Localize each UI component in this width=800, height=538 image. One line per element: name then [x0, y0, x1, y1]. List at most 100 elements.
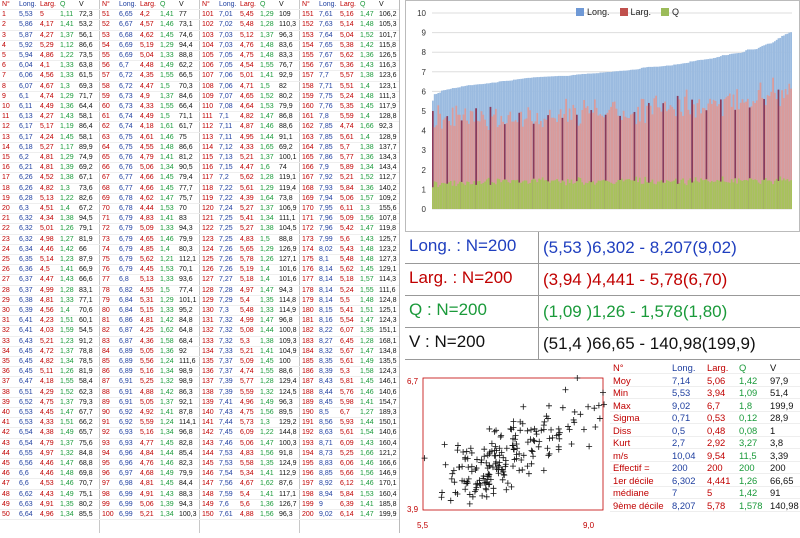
sheet-cell: 1,34: [160, 429, 174, 437]
bar-larg: [585, 107, 587, 209]
bar-larg: [448, 120, 450, 209]
sheet-row: 180 8,15 5,41 1,51 125,1: [300, 306, 399, 317]
summary-row: Kurt 2,7 2,92 3,27 3,8: [610, 437, 800, 449]
sheet-cell: 5,62: [140, 256, 154, 263]
sheet-cell: 7,05: [219, 52, 233, 59]
sheet-row: 173 7,99 5,6 1,43 125,7: [300, 235, 399, 245]
sheet-cell: 68,4: [179, 337, 193, 345]
sheet-cell: 84,8: [179, 317, 193, 325]
sheet-cell: 1,47: [260, 286, 274, 294]
sheet-cell: 4,47: [240, 164, 254, 172]
sheet-cell: 7,85: [319, 123, 333, 131]
sheet-row: 105 7,05 4,75 1,48 83,3: [200, 51, 300, 62]
sheet-row: 176 8,14 5,62 1,45 129,1: [300, 265, 399, 276]
sheet-cell: 7,67: [319, 52, 333, 59]
sheet-cell: 83: [179, 215, 187, 223]
sheet-row: 75 6,79 5,62 1,21 112,1: [100, 255, 200, 266]
sheet-cell: 110: [202, 103, 214, 110]
sheet-row: 15 6,2 4,81 1,29 74,9: [0, 153, 100, 164]
sheet-cell: 1,38: [60, 215, 74, 223]
sheet-cell: 119,4: [279, 184, 296, 192]
scatter-point: [508, 483, 515, 490]
sheet-cell: 1,38: [360, 72, 374, 80]
sheet-row: 139 7,41 4,96 1,49 96,3: [200, 398, 300, 408]
sheet-cell: 1,42: [160, 317, 174, 325]
sheet-row: 54 6,69 5,19 1,29 94,4: [100, 41, 200, 51]
sheet-cell: 167: [302, 174, 314, 182]
bar-larg: [630, 114, 632, 209]
sheet-header-row: N° Long. Larg. Q V: [200, 0, 300, 11]
sheet-cell: 5,06: [140, 164, 154, 172]
sheet-cell: 1,46: [260, 123, 274, 131]
sheet-cell: 1,51: [360, 307, 374, 314]
sheet-cell: 4,36: [140, 337, 154, 345]
sheet-cell: 1,49: [60, 490, 74, 498]
sheet-cell: 4,47: [40, 276, 54, 284]
sheet-cell: 1,55: [160, 72, 174, 80]
sheet-cell: 68,8: [79, 460, 93, 467]
sheet-cell: 7,61: [219, 511, 233, 518]
sheet-cell: 1,37: [260, 205, 274, 212]
sheet-cell: 7,11: [219, 133, 233, 141]
y-tick-label: 0: [422, 205, 427, 214]
sheet-cell: 70: [102, 205, 110, 212]
sheet-cell: 160,4: [379, 490, 397, 498]
bar-larg: [732, 94, 735, 209]
sheet-cell: 92,3: [379, 123, 393, 131]
summary-table: N° Long. Larg. Q V Moy 7,14 5,06 1,42 97,9 Min 5,53…: [610, 360, 800, 533]
sheet-cell: 4,82: [40, 184, 54, 192]
sheet-block: N° Long. Larg. Q V 151 7,61 5,16 1,47 106,2 152 7,6…: [300, 0, 399, 533]
sheet-cell: 6,76: [119, 164, 133, 172]
sheet-cell: 5,08: [240, 327, 254, 335]
bar-larg: [480, 111, 483, 209]
sheet-cell: 158: [302, 82, 314, 90]
bar-q: [525, 180, 528, 209]
sheet-cell: 6,7: [119, 62, 129, 70]
sheet-cell: 4,25: [140, 327, 154, 335]
summary-cell: 0,53: [707, 412, 726, 423]
sheet-cell: 8,27: [319, 337, 333, 345]
scatter-point: [462, 486, 469, 493]
bar-larg: [545, 119, 548, 209]
sheet-cell: 8,15: [319, 307, 333, 314]
bar-q: [545, 179, 548, 209]
sheet-cell: 7,29: [219, 296, 233, 304]
sheet-cell: 8,02: [319, 245, 333, 253]
bar-larg: [586, 106, 589, 209]
bar-q: [444, 183, 447, 209]
sheet-cell: 31: [2, 317, 10, 325]
sheet-row: 148 7,59 5,4 1,41 117,1: [200, 490, 300, 500]
bar-larg: [693, 104, 695, 209]
sheet-cell: 1,49: [60, 429, 74, 437]
sheet-cell: 128: [202, 286, 214, 294]
sheet-cell: 1,28: [360, 337, 374, 345]
bar-larg: [729, 93, 731, 209]
sheet-cell: 130: [202, 307, 214, 314]
sheet-cell: 4,68: [140, 470, 154, 478]
scatter-point: [516, 467, 523, 474]
bar-larg: [748, 107, 751, 209]
sheet-cell: 61,5: [79, 72, 93, 80]
sheet-cell: 8,94: [319, 490, 333, 498]
sheet-cell: 1,57: [360, 194, 374, 202]
sheet-cell: 1,48: [360, 245, 374, 253]
sheet-cell: 6,45: [19, 358, 33, 365]
sheet-cell: 153: [302, 31, 314, 39]
bar-larg: [446, 116, 449, 209]
sheet-cell: 5,11: [40, 368, 54, 376]
bar-q: [588, 181, 591, 209]
sheet-cell: 4,95: [240, 133, 254, 141]
sheet-row: 84 6,89 5,05 1,36 92: [100, 347, 200, 357]
scatter-point: [546, 435, 553, 442]
bar-larg: [752, 101, 755, 209]
sheet-cell: 1,38: [260, 225, 274, 233]
bar-q: [745, 179, 747, 209]
sheet-cell: 5,12: [240, 31, 254, 39]
sheet-cell: 4,03: [40, 327, 54, 335]
sheet-row: 166 7,9 5,89 1,34 143,4: [300, 163, 399, 174]
bar-q: [687, 180, 690, 209]
sheet-cell: 30: [2, 307, 10, 314]
bar-q: [541, 177, 544, 209]
sheet-cell: 7,39: [219, 378, 233, 386]
sheet-cell: 5,86: [19, 21, 33, 29]
